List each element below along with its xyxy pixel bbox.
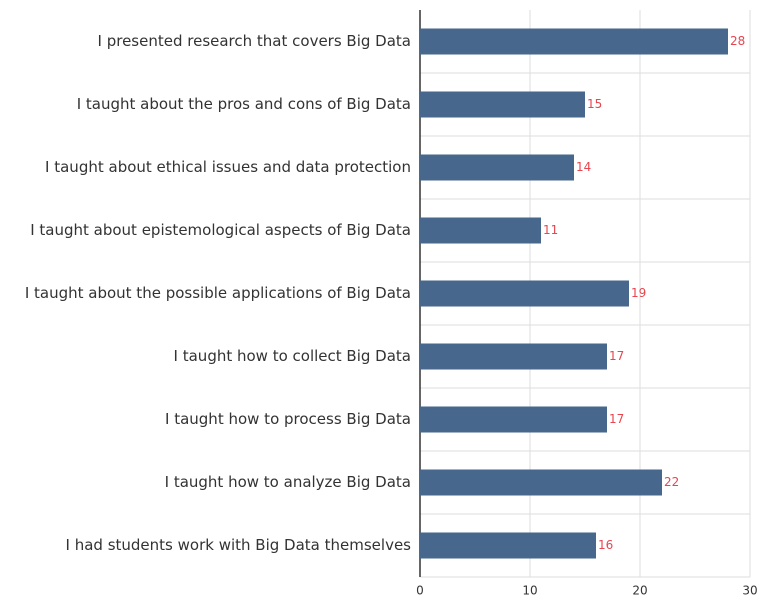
y-tick-label: I taught how to analyze Big Data — [165, 473, 411, 491]
y-tick-label: I taught about ethical issues and data p… — [45, 158, 411, 176]
x-tick-label: 30 — [742, 584, 757, 598]
value-label: 16 — [598, 538, 613, 552]
y-tick-label: I had students work with Big Data themse… — [66, 536, 412, 554]
value-label: 19 — [631, 286, 646, 300]
bar — [420, 343, 607, 370]
value-label: 11 — [543, 223, 558, 237]
x-tick-label: 20 — [632, 584, 647, 598]
value-label: 14 — [576, 160, 591, 174]
bar — [420, 532, 596, 559]
y-tick-label: I taught how to collect Big Data — [174, 347, 411, 365]
bar — [420, 28, 728, 55]
bar — [420, 406, 607, 433]
y-tick-label: I presented research that covers Big Dat… — [98, 32, 411, 50]
value-label: 28 — [730, 34, 745, 48]
value-label: 17 — [609, 349, 624, 363]
y-tick-label: I taught how to process Big Data — [165, 410, 411, 428]
bar — [420, 91, 585, 118]
bar — [420, 154, 574, 181]
bar — [420, 217, 541, 244]
y-tick-label: I taught about the possible applications… — [25, 284, 411, 302]
x-tick-label: 0 — [416, 584, 424, 598]
x-tick-label: 10 — [522, 584, 537, 598]
y-tick-label: I taught about the pros and cons of Big … — [77, 95, 411, 113]
bar — [420, 280, 629, 307]
value-label: 22 — [664, 475, 679, 489]
y-tick-label: I taught about epistemological aspects o… — [30, 221, 411, 239]
value-label: 15 — [587, 97, 602, 111]
value-label: 17 — [609, 412, 624, 426]
bar — [420, 469, 662, 496]
